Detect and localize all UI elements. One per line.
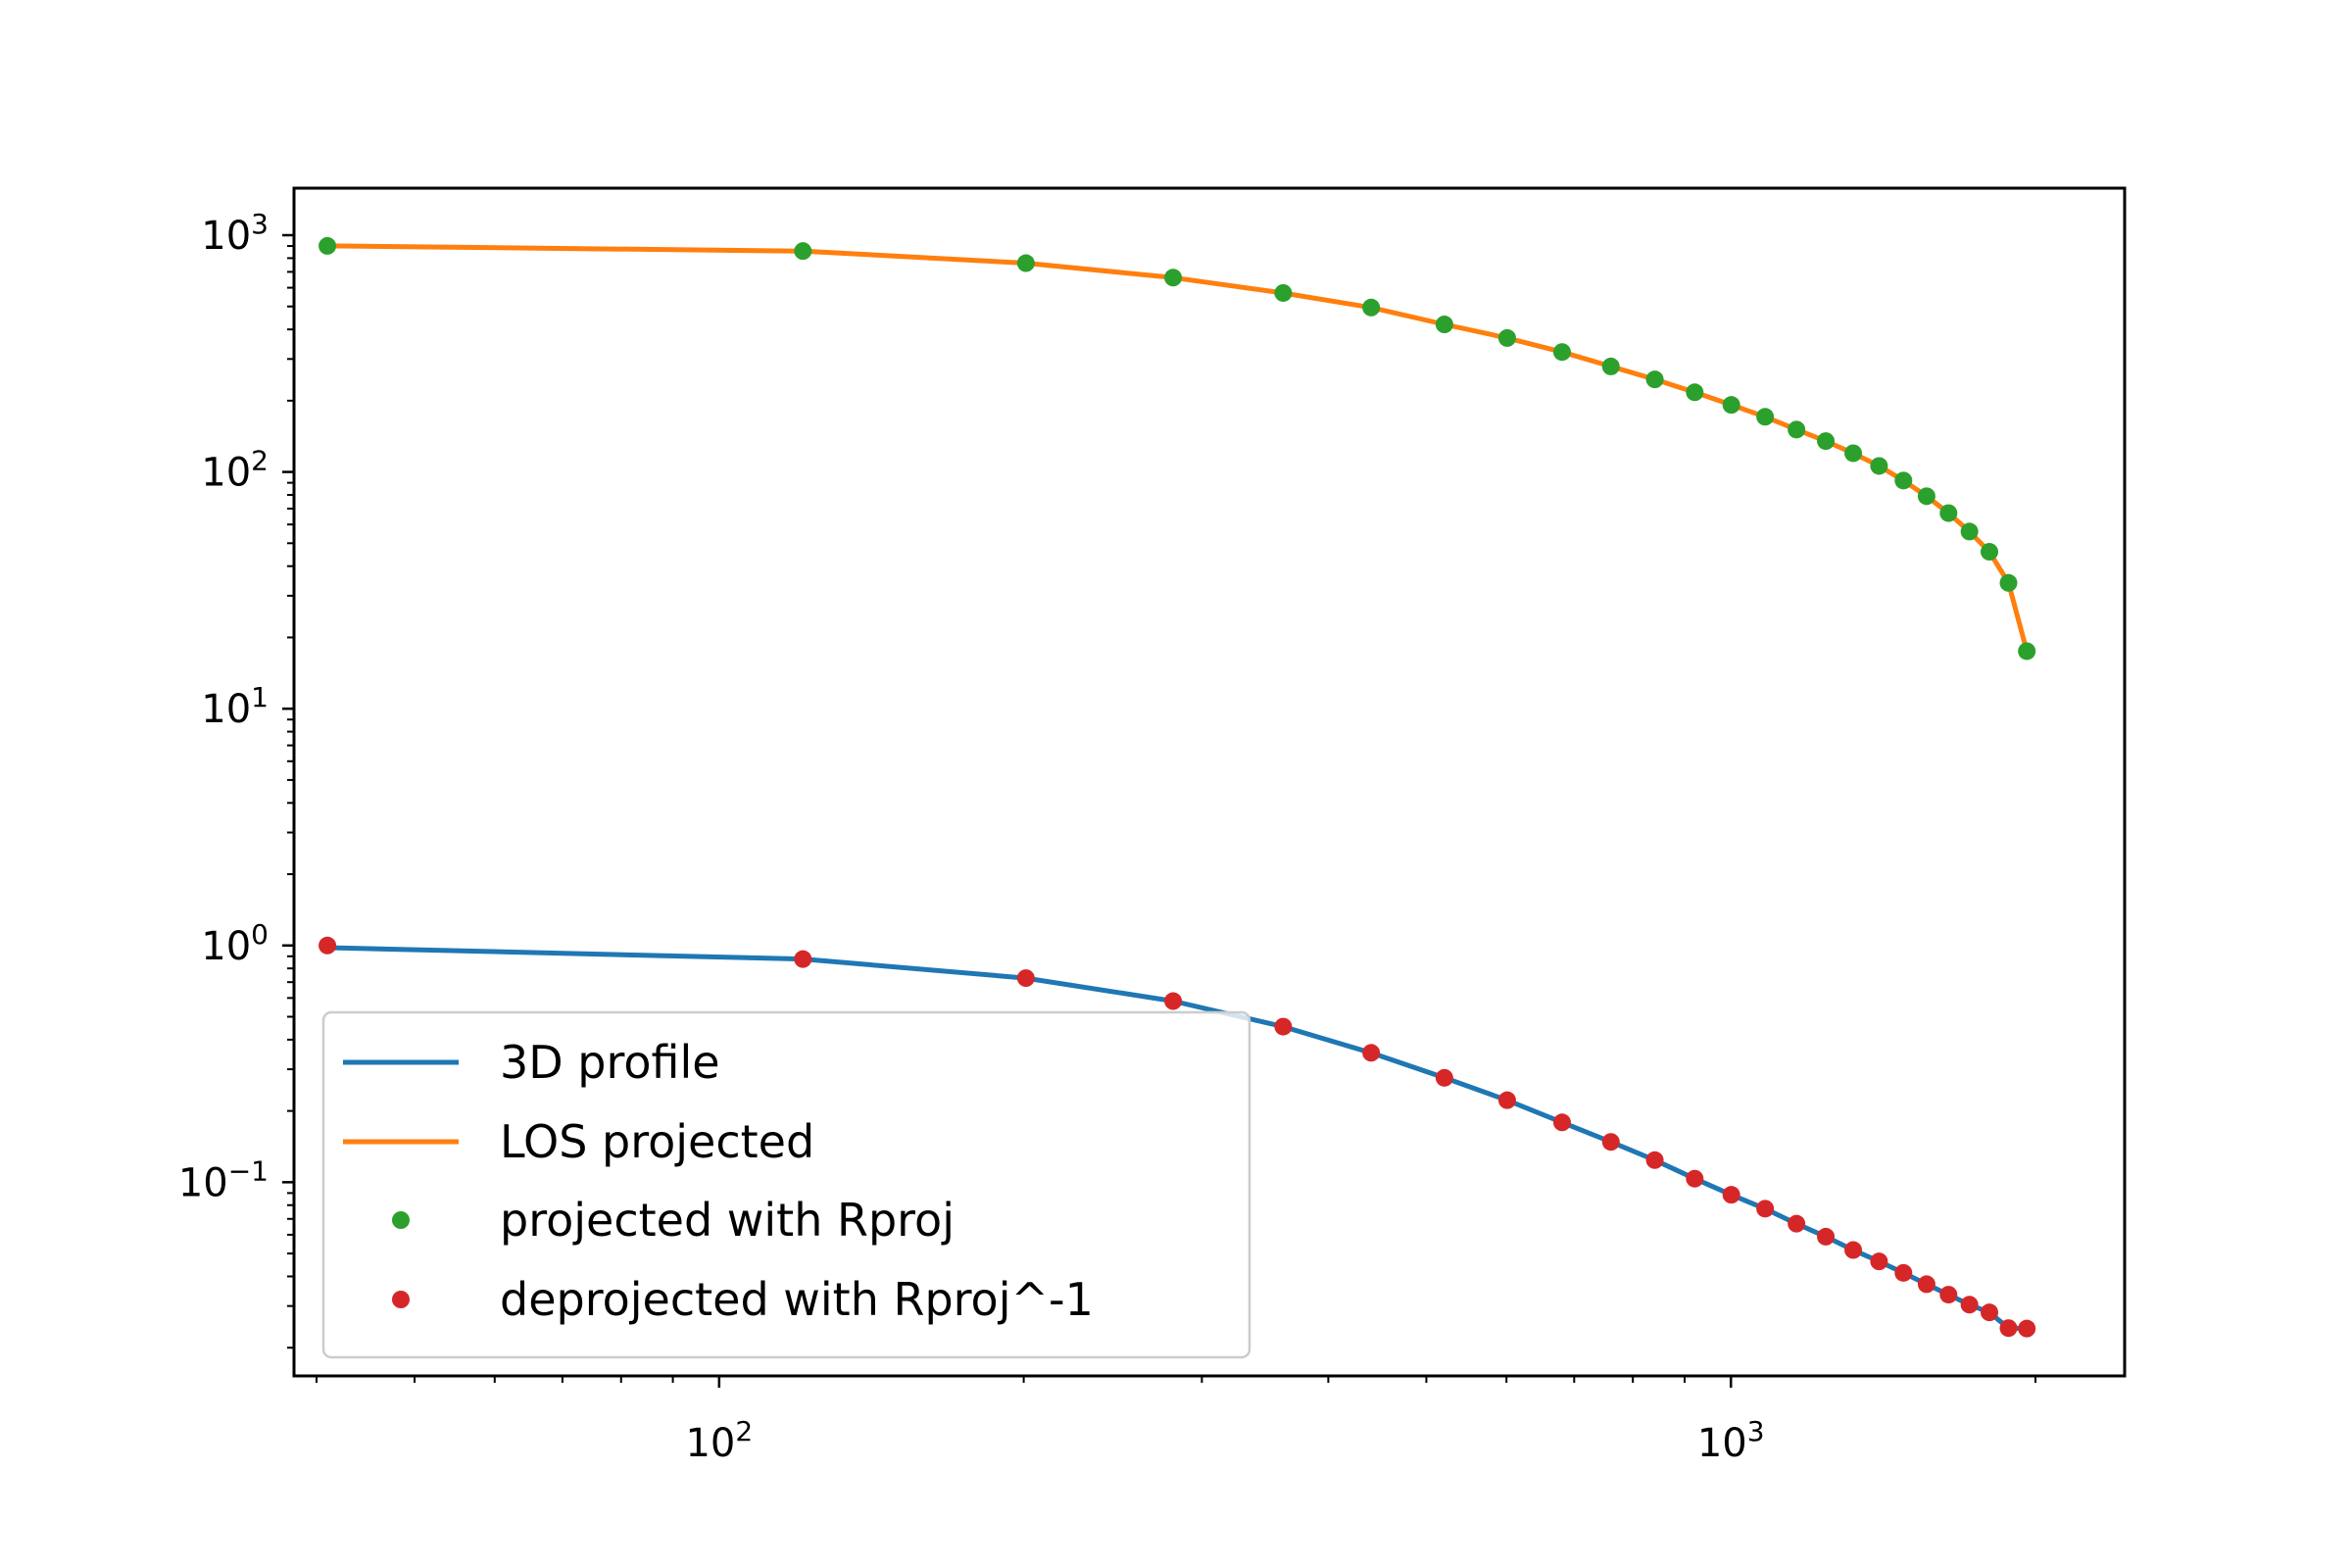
data-point-projected-with-rproj [2018, 642, 2036, 661]
data-point-projected-with-rproj [1894, 471, 1913, 490]
data-point-deprojected-with-rproj-1 [1686, 1169, 1704, 1188]
data-point-deprojected-with-rproj-1 [1999, 1319, 2018, 1338]
data-point-projected-with-rproj [1435, 316, 1453, 334]
data-point-deprojected-with-rproj-1 [1870, 1252, 1888, 1271]
data-point-projected-with-rproj [1960, 522, 1979, 541]
data-point-deprojected-with-rproj-1 [1844, 1241, 1863, 1259]
y-tick-label: 103 [201, 208, 269, 259]
y-tick-label: 10−1 [178, 1154, 269, 1205]
data-point-deprojected-with-rproj-1 [1960, 1296, 1979, 1314]
data-point-deprojected-with-rproj-1 [2018, 1319, 2036, 1338]
x-tick-label: 103 [1697, 1415, 1765, 1466]
major-ticks [282, 233, 1733, 1388]
data-point-deprojected-with-rproj-1 [1362, 1044, 1381, 1062]
data-point-deprojected-with-rproj-1 [1788, 1214, 1806, 1233]
data-point-deprojected-with-rproj-1 [1601, 1133, 1620, 1152]
data-point-projected-with-rproj [1999, 573, 2018, 592]
data-point-deprojected-with-rproj-1 [1981, 1303, 1999, 1322]
data-point-projected-with-rproj [1981, 543, 1999, 562]
legend-swatch-marker [392, 1291, 410, 1308]
data-point-projected-with-rproj [1497, 328, 1516, 347]
legend-label: 3D profile [500, 1036, 720, 1089]
data-point-projected-with-rproj [1601, 357, 1620, 375]
data-point-projected-with-rproj [1917, 487, 1936, 506]
y-tick-label: 101 [201, 681, 269, 732]
data-point-projected-with-rproj [1274, 283, 1293, 302]
data-point-deprojected-with-rproj-1 [1016, 969, 1035, 988]
plot-frame [292, 186, 2127, 1378]
data-point-projected-with-rproj [1722, 396, 1740, 415]
y-tick-label: 102 [201, 445, 269, 496]
data-point-deprojected-with-rproj-1 [794, 950, 812, 968]
data-point-deprojected-with-rproj-1 [318, 936, 337, 955]
data-point-projected-with-rproj [1552, 343, 1571, 362]
data-point-projected-with-rproj [1788, 420, 1806, 439]
data-point-projected-with-rproj [1817, 432, 1836, 451]
data-point-projected-with-rproj [1645, 370, 1664, 389]
legend: 3D profile LOS projected projected with Rp… [321, 1010, 1251, 1359]
x-tick-labels: 102 103 [685, 1415, 1764, 1466]
data-point-deprojected-with-rproj-1 [1164, 992, 1183, 1010]
y-tick-labels: 103 102 101 100 10−1 [178, 208, 269, 1205]
legend-label: LOS projected [500, 1115, 814, 1168]
y-tick-label: 100 [201, 918, 269, 969]
data-point-projected-with-rproj [318, 236, 337, 255]
data-point-deprojected-with-rproj-1 [1817, 1227, 1836, 1246]
data-point-projected-with-rproj [1756, 408, 1775, 426]
data-point-deprojected-with-rproj-1 [1939, 1286, 1958, 1304]
data-point-projected-with-rproj [1016, 254, 1035, 272]
data-point-deprojected-with-rproj-1 [1645, 1151, 1664, 1169]
x-tick-label: 102 [685, 1415, 753, 1466]
legend-label: projected with Rproj [500, 1194, 955, 1247]
legend-box [321, 1010, 1251, 1359]
series-markers [318, 236, 2036, 1338]
data-point-deprojected-with-rproj-1 [1552, 1113, 1571, 1132]
data-point-projected-with-rproj [1844, 444, 1863, 463]
data-point-projected-with-rproj [1870, 457, 1888, 475]
legend-swatch-marker [392, 1211, 410, 1229]
data-point-deprojected-with-rproj-1 [1722, 1186, 1740, 1204]
legend-label: deprojected with Rproj^-1 [500, 1273, 1094, 1326]
data-point-deprojected-with-rproj-1 [1435, 1068, 1453, 1087]
data-point-projected-with-rproj [1164, 269, 1183, 287]
data-point-projected-with-rproj [1362, 298, 1381, 317]
data-point-projected-with-rproj [794, 242, 812, 261]
data-point-deprojected-with-rproj-1 [1497, 1091, 1516, 1109]
data-point-projected-with-rproj [1939, 504, 1958, 522]
data-point-deprojected-with-rproj-1 [1894, 1263, 1913, 1282]
data-point-deprojected-with-rproj-1 [1917, 1275, 1936, 1294]
data-point-deprojected-with-rproj-1 [1756, 1200, 1775, 1218]
data-point-projected-with-rproj [1686, 383, 1704, 402]
data-point-deprojected-with-rproj-1 [1274, 1017, 1293, 1036]
